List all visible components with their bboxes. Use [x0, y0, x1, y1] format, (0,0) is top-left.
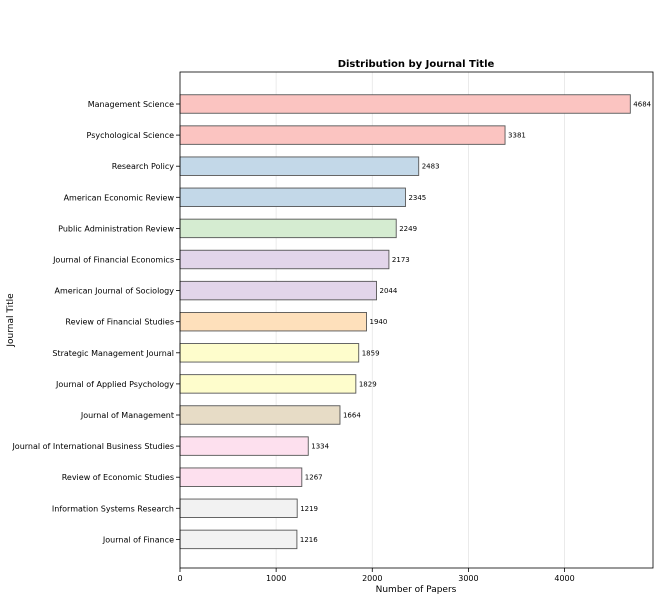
x-tick-label: 3000 [458, 574, 478, 583]
chart-title: Distribution by Journal Title [338, 59, 495, 70]
category-label: Public Administration Review [58, 224, 174, 233]
category-label: Research Policy [112, 162, 175, 171]
plot-frame [179, 71, 654, 569]
category-label: Journal of International Business Studie… [11, 442, 174, 451]
category-label: Journal of Applied Psychology [55, 380, 174, 389]
y-axis-label: Journal Title [6, 293, 16, 348]
bar-value-label: 1216 [300, 536, 318, 544]
bar-value-label: 1940 [370, 318, 388, 326]
x-tick-label: 1000 [266, 574, 286, 583]
bar-value-label: 2483 [422, 163, 440, 171]
bar [179, 405, 341, 425]
x-tick-label: 4000 [554, 574, 574, 583]
bars [179, 94, 631, 550]
category-label: Review of Financial Studies [65, 318, 174, 327]
bar [179, 94, 631, 114]
bar-value-label: 1829 [359, 380, 377, 388]
x-tick-labels: 0 1000 2000 3000 4000 [177, 568, 575, 583]
bar [179, 343, 360, 363]
x-tick-label: 0 [177, 574, 182, 583]
bar [179, 498, 298, 518]
bar-value-label: 1664 [343, 412, 361, 420]
bar [179, 529, 298, 550]
bar [179, 187, 406, 208]
bar-value-label: 2345 [408, 194, 426, 202]
bar [179, 280, 377, 301]
x-tick-label: 2000 [362, 574, 382, 583]
x-axis-label: Number of Papers [376, 585, 457, 595]
bar [179, 436, 309, 456]
category-label: American Journal of Sociology [55, 287, 175, 296]
category-labels: Management Science Psychological Science R… [11, 100, 180, 544]
bar [179, 312, 367, 332]
bar-value-label: 4684 [633, 101, 651, 109]
category-label: Journal of Finance [102, 535, 174, 544]
value-labels: 4684 3381 2483 2345 2249 2173 2044 1940 1859 1829… [300, 101, 652, 544]
bar-value-label: 1219 [300, 505, 318, 513]
category-label: Review of Economic Studies [62, 473, 174, 482]
category-label: Journal of Financial Economics [52, 256, 174, 265]
bar-value-label: 1267 [305, 474, 323, 482]
bar-value-label: 2044 [380, 287, 398, 295]
bar [179, 374, 357, 394]
category-label: Psychological Science [87, 131, 175, 140]
bar [179, 156, 420, 176]
bar-value-label: 2249 [399, 225, 417, 233]
bar-value-label: 1334 [311, 443, 329, 451]
bar [179, 218, 397, 239]
bar [179, 125, 506, 145]
category-label: Strategic Management Journal [52, 349, 174, 358]
category-label: American Economic Review [64, 193, 175, 202]
bar [179, 249, 390, 270]
bar-value-label: 2173 [392, 256, 410, 264]
category-label: Journal of Management [80, 411, 174, 420]
category-label: Management Science [88, 100, 174, 109]
bar [179, 467, 303, 487]
bar-value-label: 3381 [508, 132, 526, 140]
category-label: Information Systems Research [52, 504, 174, 513]
bar-value-label: 1859 [362, 349, 380, 357]
